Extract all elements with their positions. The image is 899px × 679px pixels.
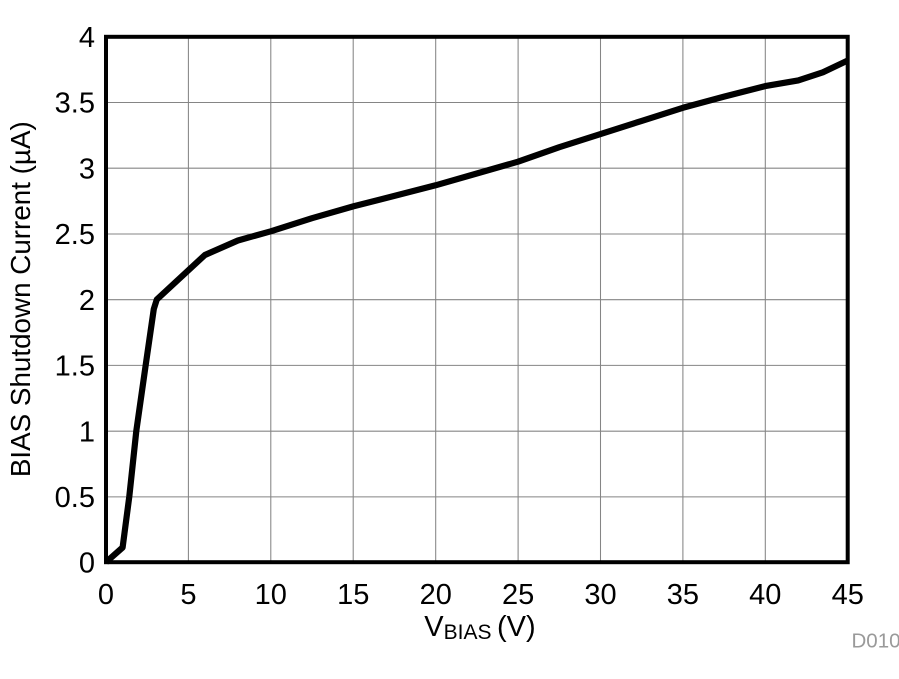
- svg-text:4: 4: [79, 22, 95, 54]
- svg-text:20: 20: [420, 579, 452, 611]
- svg-text:0: 0: [98, 579, 114, 611]
- svg-text:3.5: 3.5: [55, 88, 95, 120]
- svg-text:35: 35: [667, 579, 699, 611]
- svg-text:0.5: 0.5: [55, 482, 95, 514]
- svg-text:2.5: 2.5: [55, 219, 95, 251]
- svg-text:25: 25: [502, 579, 534, 611]
- svg-text:0: 0: [79, 548, 95, 580]
- svg-text:VBIAS(V): VBIAS (V): [424, 611, 535, 644]
- svg-text:15: 15: [337, 579, 369, 611]
- svg-text:2: 2: [79, 285, 95, 317]
- svg-text:30: 30: [584, 579, 616, 611]
- svg-text:40: 40: [749, 579, 781, 611]
- svg-text:10: 10: [255, 579, 287, 611]
- svg-text:D010: D010: [852, 630, 899, 653]
- svg-text:1: 1: [79, 416, 95, 448]
- svg-text:BIAS Shutdown Current (µA): BIAS Shutdown Current (µA): [5, 121, 36, 477]
- svg-text:1.5: 1.5: [55, 351, 95, 383]
- svg-text:45: 45: [832, 579, 864, 611]
- svg-text:3: 3: [79, 153, 95, 185]
- svg-text:5: 5: [180, 579, 196, 611]
